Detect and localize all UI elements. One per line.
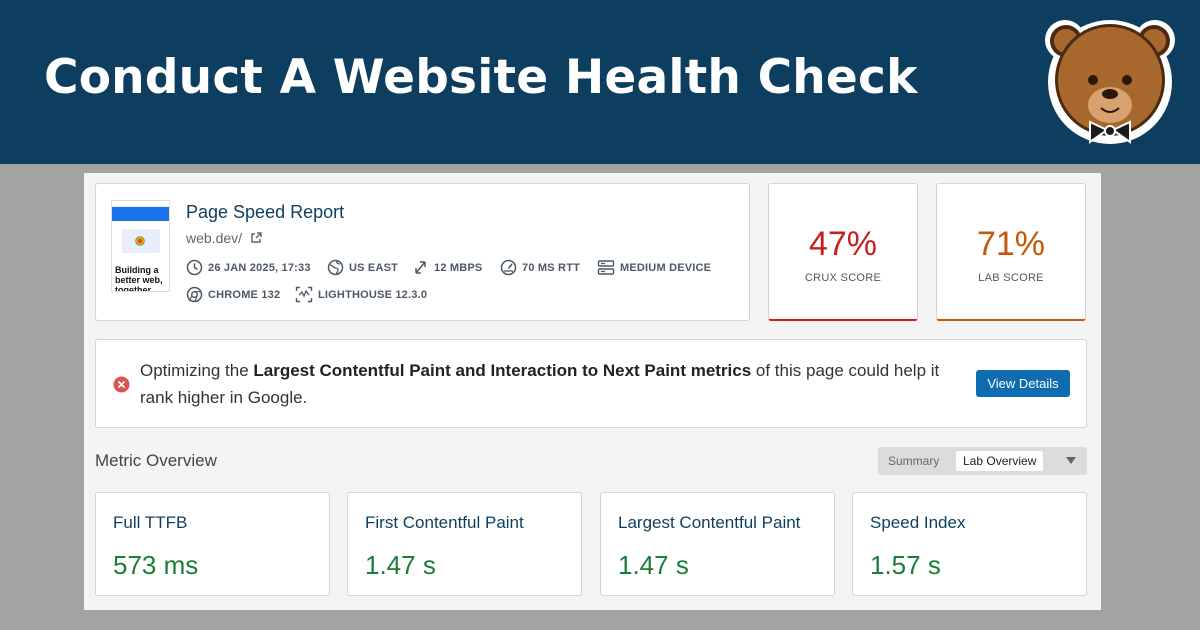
crux-score-label: CRUX SCORE	[804, 272, 882, 284]
thumbnail-text: Building a better web, together	[115, 265, 163, 292]
alert-text-bold: Largest Contentful Paint and Interaction…	[253, 361, 752, 380]
test-rtt: 70 MS RTT	[500, 259, 580, 276]
crux-score-card[interactable]: 47% CRUX SCORE	[768, 183, 918, 321]
toggle-summary-option[interactable]: Summary	[888, 454, 940, 468]
alert-text-suffix: of this page could help it rank higher i…	[140, 361, 940, 407]
metric-value: 573 ms	[113, 550, 199, 580]
metric-name: Speed Index	[870, 513, 966, 532]
error-icon	[113, 376, 130, 393]
metric-name: First Contentful Paint	[365, 513, 524, 532]
bear-mascot-logo	[1045, 20, 1175, 144]
lab-score-value: 71%	[976, 225, 1046, 263]
report-url-link[interactable]: web.dev/	[186, 230, 262, 246]
test-device: MEDIUM DEVICE	[597, 259, 711, 276]
metric-card-speed-index[interactable]: Speed Index 1.57 s	[852, 492, 1087, 596]
test-date-label: 26 JAN 2025, 17:33	[208, 261, 311, 274]
test-browser: CHROME 132	[186, 286, 280, 303]
view-details-button[interactable]: View Details	[976, 370, 1070, 397]
crux-score-value: 47%	[808, 225, 878, 263]
report-title: Page Speed Report	[186, 202, 345, 222]
metric-value: 1.57 s	[870, 550, 941, 580]
test-bandwidth: 12 MBPS	[412, 259, 482, 276]
test-location: US EAST	[327, 259, 398, 276]
test-date: 26 JAN 2025, 17:33	[186, 259, 311, 276]
test-location-label: US EAST	[349, 261, 399, 274]
clock-icon	[186, 259, 203, 276]
metric-card-full-ttfb[interactable]: Full TTFB 573 ms	[95, 492, 330, 596]
test-lighthouse: LIGHTHOUSE 12.3.0	[295, 286, 427, 303]
header-banner: Conduct A Website Health Check	[0, 0, 1200, 164]
page-thumbnail[interactable]: Building a better web, together	[111, 200, 170, 292]
report-summary-card: Building a better web, together	[95, 183, 750, 321]
recommendation-alert: Optimizing the Largest Contentful Paint …	[95, 339, 1087, 428]
external-link-icon	[251, 232, 262, 243]
test-bandwidth-label: 12 MBPS	[434, 261, 483, 274]
metric-value: 1.47 s	[365, 550, 436, 580]
test-lighthouse-label: LIGHTHOUSE 12.3.0	[318, 288, 428, 301]
gauge-icon	[500, 259, 517, 276]
overview-view-toggle[interactable]: Summary Lab Overview	[878, 447, 1087, 475]
test-rtt-label: 70 MS RTT	[522, 261, 581, 274]
metric-card-lcp[interactable]: Largest Contentful Paint 1.47 s	[600, 492, 835, 596]
arrows-icon	[415, 261, 426, 274]
toggle-lab-overview-option[interactable]: Lab Overview	[956, 451, 1044, 471]
lab-score-card[interactable]: 71% LAB SCORE	[936, 183, 1086, 321]
metric-name: Full TTFB	[113, 513, 188, 532]
metric-name: Largest Contentful Paint	[618, 513, 801, 532]
server-icon	[597, 260, 615, 275]
alert-message: Optimizing the Largest Contentful Paint …	[140, 357, 970, 411]
chrome-icon	[186, 286, 203, 303]
banner-title: Conduct A Website Health Check	[44, 50, 918, 105]
chevron-down-icon[interactable]	[1066, 457, 1076, 464]
alert-text-prefix: Optimizing the	[140, 361, 254, 380]
lab-score-label: LAB SCORE	[978, 272, 1044, 284]
globe-icon	[327, 259, 344, 276]
metric-value: 1.47 s	[618, 550, 689, 580]
report-url: web.dev/	[186, 230, 243, 246]
lighthouse-scan-icon	[295, 286, 313, 303]
test-device-label: MEDIUM DEVICE	[620, 261, 712, 274]
metric-card-fcp[interactable]: First Contentful Paint 1.47 s	[347, 492, 582, 596]
test-browser-label: CHROME 132	[208, 288, 281, 301]
metric-overview-title: Metric Overview	[95, 451, 217, 470]
